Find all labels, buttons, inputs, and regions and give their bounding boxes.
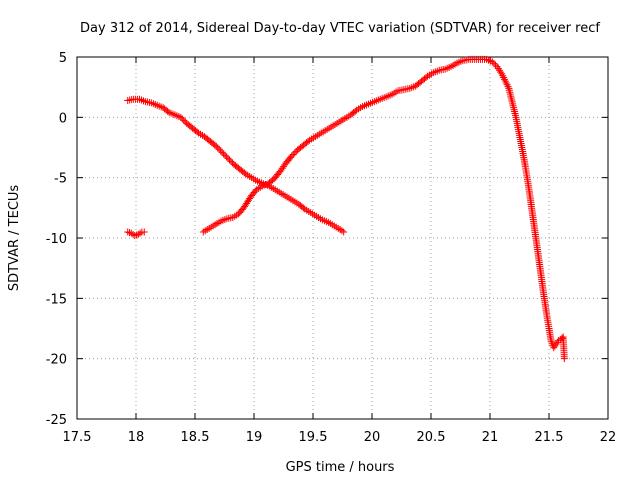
data-point [220,150,228,158]
data-series [124,228,148,240]
data-point [226,156,234,164]
y-tick-label: 5 [59,51,67,66]
data-point [178,115,186,123]
data-series [199,55,568,363]
data-point [134,230,142,238]
x-tick-label: 21.5 [535,430,564,445]
data-point [494,64,502,72]
data-point [552,340,560,348]
y-tick-label: -15 [46,292,67,307]
chart-title: Day 312 of 2014, Sidereal Day-to-day VTE… [80,21,600,36]
data-point [501,77,509,85]
data-point [217,147,225,155]
y-axis-label: SDTVAR / TECUs [7,185,22,292]
y-tick-label: -5 [54,172,67,187]
data-point [218,148,226,156]
axis-ticks: 17.5 18 18.5 19 19.5 20 20.5 21 21.5 22 -25 -20 -15 -… [46,51,617,445]
x-tick-label: 20 [364,430,381,445]
data-point [499,72,507,80]
data-point [289,150,297,158]
data-point [490,59,498,67]
data-point [215,145,223,153]
data-point [340,228,348,236]
data-point [126,229,134,237]
x-axis-label: GPS time / hours [286,460,395,475]
data-point [495,66,503,74]
data-point [223,153,231,161]
data-point [488,58,496,66]
data-point [551,342,559,350]
data-point [493,63,501,71]
data-point [291,149,299,157]
data-point [180,116,188,124]
data-point [133,231,141,239]
data-series [124,95,348,236]
data-point [497,68,505,76]
x-tick-label: 18 [128,430,145,445]
grid-lines [77,57,608,419]
x-tick-label: 19.5 [299,430,328,445]
data-point [131,232,139,240]
data-point [177,113,185,121]
data-point [502,79,510,87]
data-point [498,70,506,78]
data-point [553,338,561,346]
data-point [500,75,508,83]
data-point [500,74,508,82]
data-point [224,154,232,162]
data-point [221,151,229,159]
y-tick-label: -10 [46,232,67,247]
x-tick-label: 18.5 [181,430,210,445]
data-point [227,157,235,165]
y-tick-label: -20 [46,353,67,368]
data-point [127,229,135,237]
x-tick-label: 19 [246,430,263,445]
data-point [338,227,346,235]
data-point [124,228,132,236]
x-tick-label: 21 [482,430,499,445]
data-point [212,142,220,150]
data-point [140,228,148,236]
x-tick-label: 17.5 [63,430,92,445]
y-tick-label: 0 [59,111,67,126]
data-point [550,344,558,352]
x-tick-label: 22 [600,430,617,445]
x-tick-label: 20.5 [417,430,446,445]
data-point [503,81,511,89]
data-point [288,152,296,160]
data-point [214,144,222,152]
data-point [504,83,512,91]
data-point [336,226,344,234]
data-markers [124,55,568,363]
data-point [136,229,144,237]
data-point [560,355,568,363]
y-tick-label: -25 [46,413,67,428]
